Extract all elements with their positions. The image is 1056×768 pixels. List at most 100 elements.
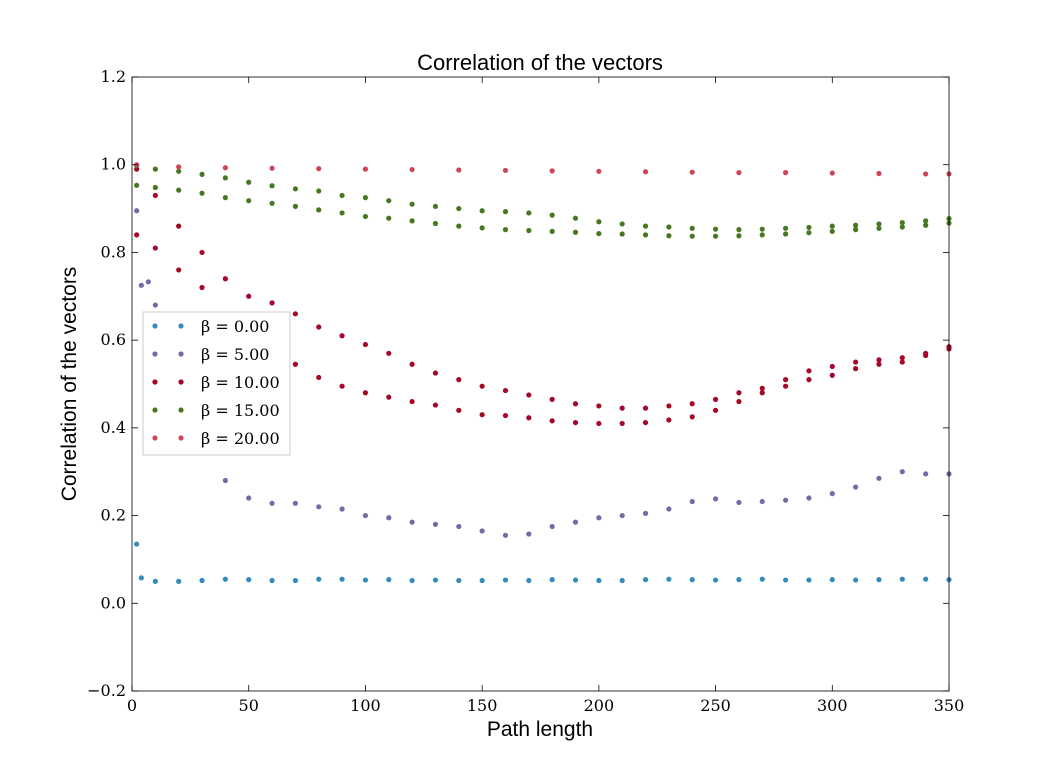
data-point <box>572 519 579 525</box>
data-point <box>432 203 439 209</box>
data-point <box>269 500 275 506</box>
data-point <box>596 515 602 521</box>
data-point <box>316 374 322 381</box>
data-point <box>829 228 835 234</box>
data-point <box>316 576 322 582</box>
data-point <box>689 498 695 505</box>
data-point <box>829 577 835 583</box>
data-point <box>619 231 625 237</box>
data-point <box>619 420 625 427</box>
data-point <box>736 170 742 176</box>
y-tick-label: 0.4 <box>101 418 126 437</box>
data-point <box>386 350 392 356</box>
data-point <box>409 577 415 584</box>
data-point <box>572 401 579 407</box>
x-tick-label: 50 <box>239 696 259 715</box>
data-point <box>176 187 182 193</box>
data-point <box>134 541 140 547</box>
data-point <box>596 403 602 409</box>
data-point <box>549 523 555 530</box>
y-tick-label: 0.0 <box>101 593 126 612</box>
data-point <box>806 368 812 374</box>
data-point <box>502 167 509 174</box>
legend-label: β = 0.00 <box>201 317 269 336</box>
y-tick-label: 0.6 <box>101 330 126 349</box>
data-point <box>689 225 695 231</box>
data-point <box>759 226 765 232</box>
data-point <box>479 225 485 231</box>
x-tick-label: 350 <box>934 696 965 715</box>
data-point <box>316 324 322 330</box>
x-tick-label: 100 <box>350 696 381 715</box>
data-point <box>923 218 929 224</box>
data-point <box>246 495 252 501</box>
data-point <box>362 195 369 201</box>
data-point <box>666 403 672 409</box>
data-point <box>479 412 485 418</box>
legend-marker <box>152 407 158 413</box>
data-point <box>222 175 228 181</box>
legend-marker <box>152 379 158 385</box>
data-point <box>876 577 882 583</box>
data-point <box>409 519 415 525</box>
legend-item: β = 10.00 <box>152 373 280 392</box>
data-point <box>853 484 859 490</box>
data-point <box>222 195 228 201</box>
data-point <box>152 245 158 251</box>
data-point <box>409 166 415 173</box>
axis-ticks: 0 50 100 150 200 250 300 350 −0.2 0.0 0.2 0.4 0.6 0.8… <box>87 67 964 715</box>
data-point <box>572 577 579 583</box>
data-point <box>549 396 555 402</box>
data-point <box>456 523 462 530</box>
data-point <box>292 203 298 209</box>
data-point <box>712 233 719 239</box>
data-point <box>479 208 485 214</box>
data-point <box>134 208 140 214</box>
y-axis-label: Correlation of the vectors <box>58 267 81 502</box>
data-point <box>712 577 719 583</box>
data-point <box>456 167 462 173</box>
data-point <box>222 576 228 582</box>
data-point <box>806 495 812 501</box>
data-point <box>145 279 151 285</box>
data-point <box>549 418 555 424</box>
data-point <box>712 226 719 232</box>
data-point <box>736 577 742 583</box>
data-point <box>176 267 182 273</box>
data-point <box>923 352 929 359</box>
data-point <box>642 169 649 175</box>
data-point <box>386 577 392 583</box>
data-point <box>572 215 579 221</box>
data-point <box>176 168 182 174</box>
data-point <box>923 471 929 477</box>
legend-marker <box>178 435 184 441</box>
x-axis-label: Path length <box>487 718 593 741</box>
data-point <box>689 233 695 239</box>
data-point <box>783 225 789 231</box>
data-point <box>152 166 158 172</box>
x-tick-label: 200 <box>584 696 615 715</box>
data-point <box>876 475 882 481</box>
data-point <box>502 227 509 233</box>
legend-marker <box>178 351 184 357</box>
data-point <box>526 210 532 216</box>
data-point <box>736 398 742 405</box>
data-point <box>829 363 835 370</box>
data-point <box>246 198 252 204</box>
x-tick-label: 300 <box>817 696 848 715</box>
data-point <box>152 578 158 584</box>
data-point <box>783 231 789 237</box>
data-point <box>689 401 695 407</box>
legend-marker <box>178 407 184 413</box>
data-point <box>829 223 835 229</box>
data-point <box>432 521 439 527</box>
legend: β = 0.00 β = 5.00 β = 10.00 β = 15.00 β = 20… <box>142 311 291 456</box>
data-point <box>138 282 144 288</box>
data-point <box>409 201 415 207</box>
data-point <box>362 512 369 519</box>
data-point <box>853 222 859 228</box>
x-tick-label: 150 <box>467 696 498 715</box>
data-point <box>316 166 322 172</box>
data-point <box>783 497 789 503</box>
